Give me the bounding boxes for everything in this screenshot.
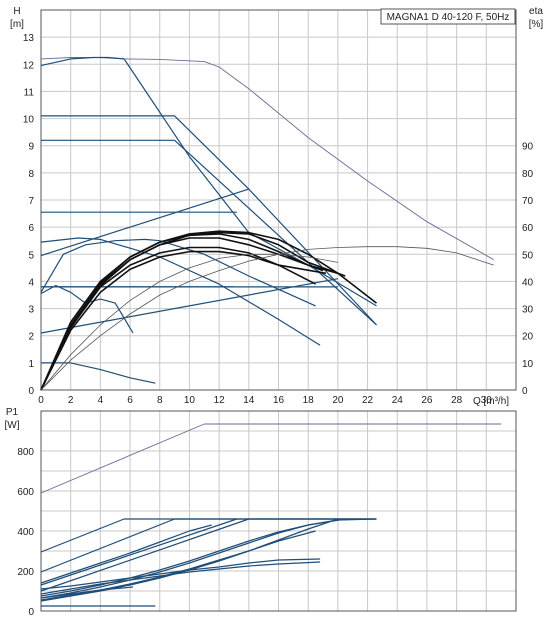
y-right-axis-label: eta <box>529 6 543 17</box>
power-curve <box>40 518 377 553</box>
head-curve <box>41 362 156 384</box>
power-panel: 0 200 400 600 800 P1 [W] <box>5 407 517 618</box>
efficiency-curve <box>40 253 338 391</box>
power-y-tick-label: 0 <box>28 607 34 618</box>
y-right-tick-label: 0 <box>522 386 528 397</box>
x-tick-label: 14 <box>243 395 255 406</box>
y-tick-label: 3 <box>28 305 34 316</box>
head-curve <box>40 57 494 261</box>
head-curve <box>40 56 125 67</box>
y-right-tick-label: 60 <box>522 223 534 234</box>
power-curve <box>40 518 339 602</box>
x-tick-label: 24 <box>392 395 404 406</box>
y-right-tick-label: 70 <box>522 196 534 207</box>
power-y-tick-label: 400 <box>17 527 34 538</box>
chart-title: MAGNA1 D 40-120 F, 50Hz <box>387 12 510 23</box>
y-right-tick-label: 80 <box>522 169 534 180</box>
head-panel: 0 2 4 6 8 10 12 14 16 18 20 22 24 26 28 300123456789101… <box>10 6 543 407</box>
power-curve <box>40 518 377 597</box>
y-tick-label: 7 <box>28 196 34 207</box>
y-right-axis-unit: [%] <box>529 19 544 30</box>
y-right-tick-label: 90 <box>522 142 534 153</box>
power-curve <box>40 518 238 586</box>
power-curve <box>40 518 377 592</box>
x-tick-label: 30 <box>481 395 493 406</box>
x-tick-label: 12 <box>214 395 226 406</box>
head-plot-frame <box>40 9 517 391</box>
power-curve <box>40 558 321 590</box>
power-curve <box>40 586 134 599</box>
head-curve <box>40 233 339 391</box>
x-tick-label: 20 <box>332 395 344 406</box>
y-tick-label: 4 <box>28 277 34 288</box>
x-tick-label: 16 <box>273 395 285 406</box>
x-tick-label: 26 <box>421 395 433 406</box>
y-right-tick-label: 50 <box>522 250 534 261</box>
head-curve <box>40 246 316 391</box>
head-grid <box>40 9 517 391</box>
y-axis-label: H <box>13 6 20 17</box>
head-curve <box>40 230 377 391</box>
head-curve <box>40 238 316 307</box>
power-plot-frame <box>40 410 517 612</box>
y-right-tick-label: 10 <box>522 359 534 370</box>
x-tick-label: 0 <box>38 395 44 406</box>
y-tick-label: 13 <box>23 33 35 44</box>
y-tick-label: 0 <box>28 386 34 397</box>
y-tick-label: 5 <box>28 250 34 261</box>
y-tick-label: 6 <box>28 223 34 234</box>
head-curve <box>123 58 377 307</box>
power-y-tick-label: 800 <box>17 447 34 458</box>
power-curve <box>40 524 212 584</box>
head-curve <box>40 250 327 391</box>
head-curve <box>40 188 249 257</box>
x-tick-label: 4 <box>98 395 104 406</box>
power-curve <box>40 518 346 599</box>
head-curve <box>40 278 339 334</box>
y-right-tick-label: 40 <box>522 277 534 288</box>
y-tick-label: 2 <box>28 332 34 343</box>
head-curve <box>40 237 324 391</box>
power-curve <box>40 423 502 494</box>
x-tick-label: 2 <box>68 395 74 406</box>
x-tick-label: 8 <box>157 395 163 406</box>
y-tick-label: 12 <box>23 60 35 71</box>
power-y-tick-label: 200 <box>17 567 34 578</box>
x-tick-label: 6 <box>127 395 133 406</box>
power-axis-label: P1 <box>6 407 19 418</box>
y-axis-unit: [m] <box>10 19 24 30</box>
x-axis-label: Q [m³/h] <box>473 396 509 407</box>
y-tick-label: 10 <box>23 115 35 126</box>
title-box: MAGNA1 D 40-120 F, 50Hz <box>380 8 516 25</box>
y-tick-label: 11 <box>24 87 35 98</box>
x-tick-label: 18 <box>303 395 315 406</box>
efficiency-curve <box>40 246 494 391</box>
power-y-tick-label: 600 <box>17 487 34 498</box>
x-tick-label: 28 <box>451 395 463 406</box>
y-right-tick-label: 20 <box>522 332 534 343</box>
x-tick-label: 10 <box>184 395 196 406</box>
y-right-tick-label: 30 <box>522 305 534 316</box>
x-tick-label: 22 <box>362 395 374 406</box>
y-tick-label: 9 <box>28 142 34 153</box>
y-tick-label: 1 <box>28 359 34 370</box>
power-axis-unit: [W] <box>5 420 20 431</box>
y-tick-label: 8 <box>28 169 34 180</box>
